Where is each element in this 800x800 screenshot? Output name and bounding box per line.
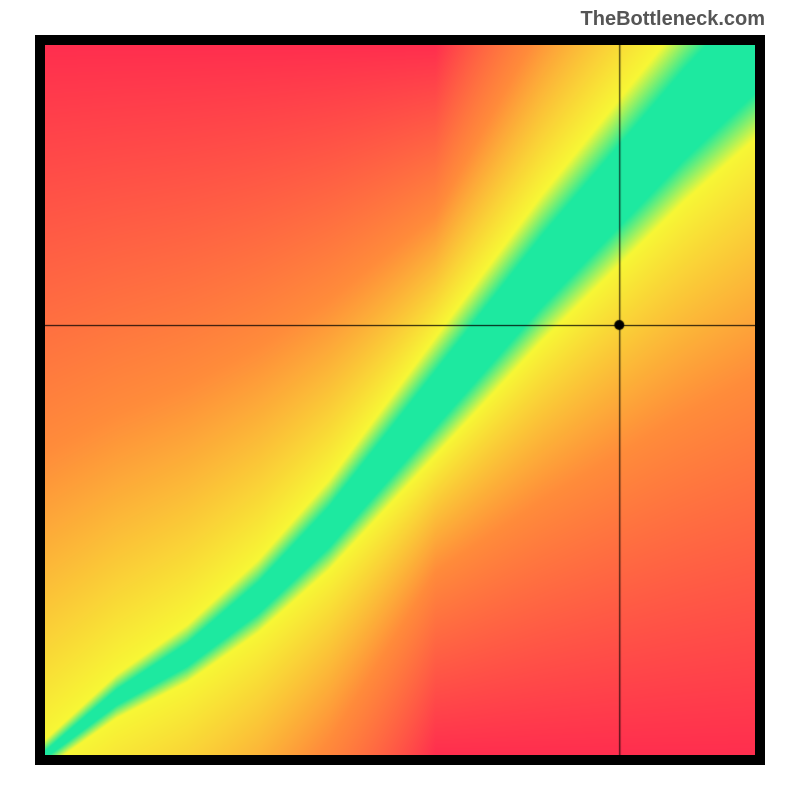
watermark-text: TheBottleneck.com (581, 8, 765, 31)
heatmap-canvas (45, 45, 755, 755)
chart-plot-area (45, 45, 755, 755)
chart-border (35, 35, 765, 765)
chart-container: TheBottleneck.com (0, 0, 800, 800)
